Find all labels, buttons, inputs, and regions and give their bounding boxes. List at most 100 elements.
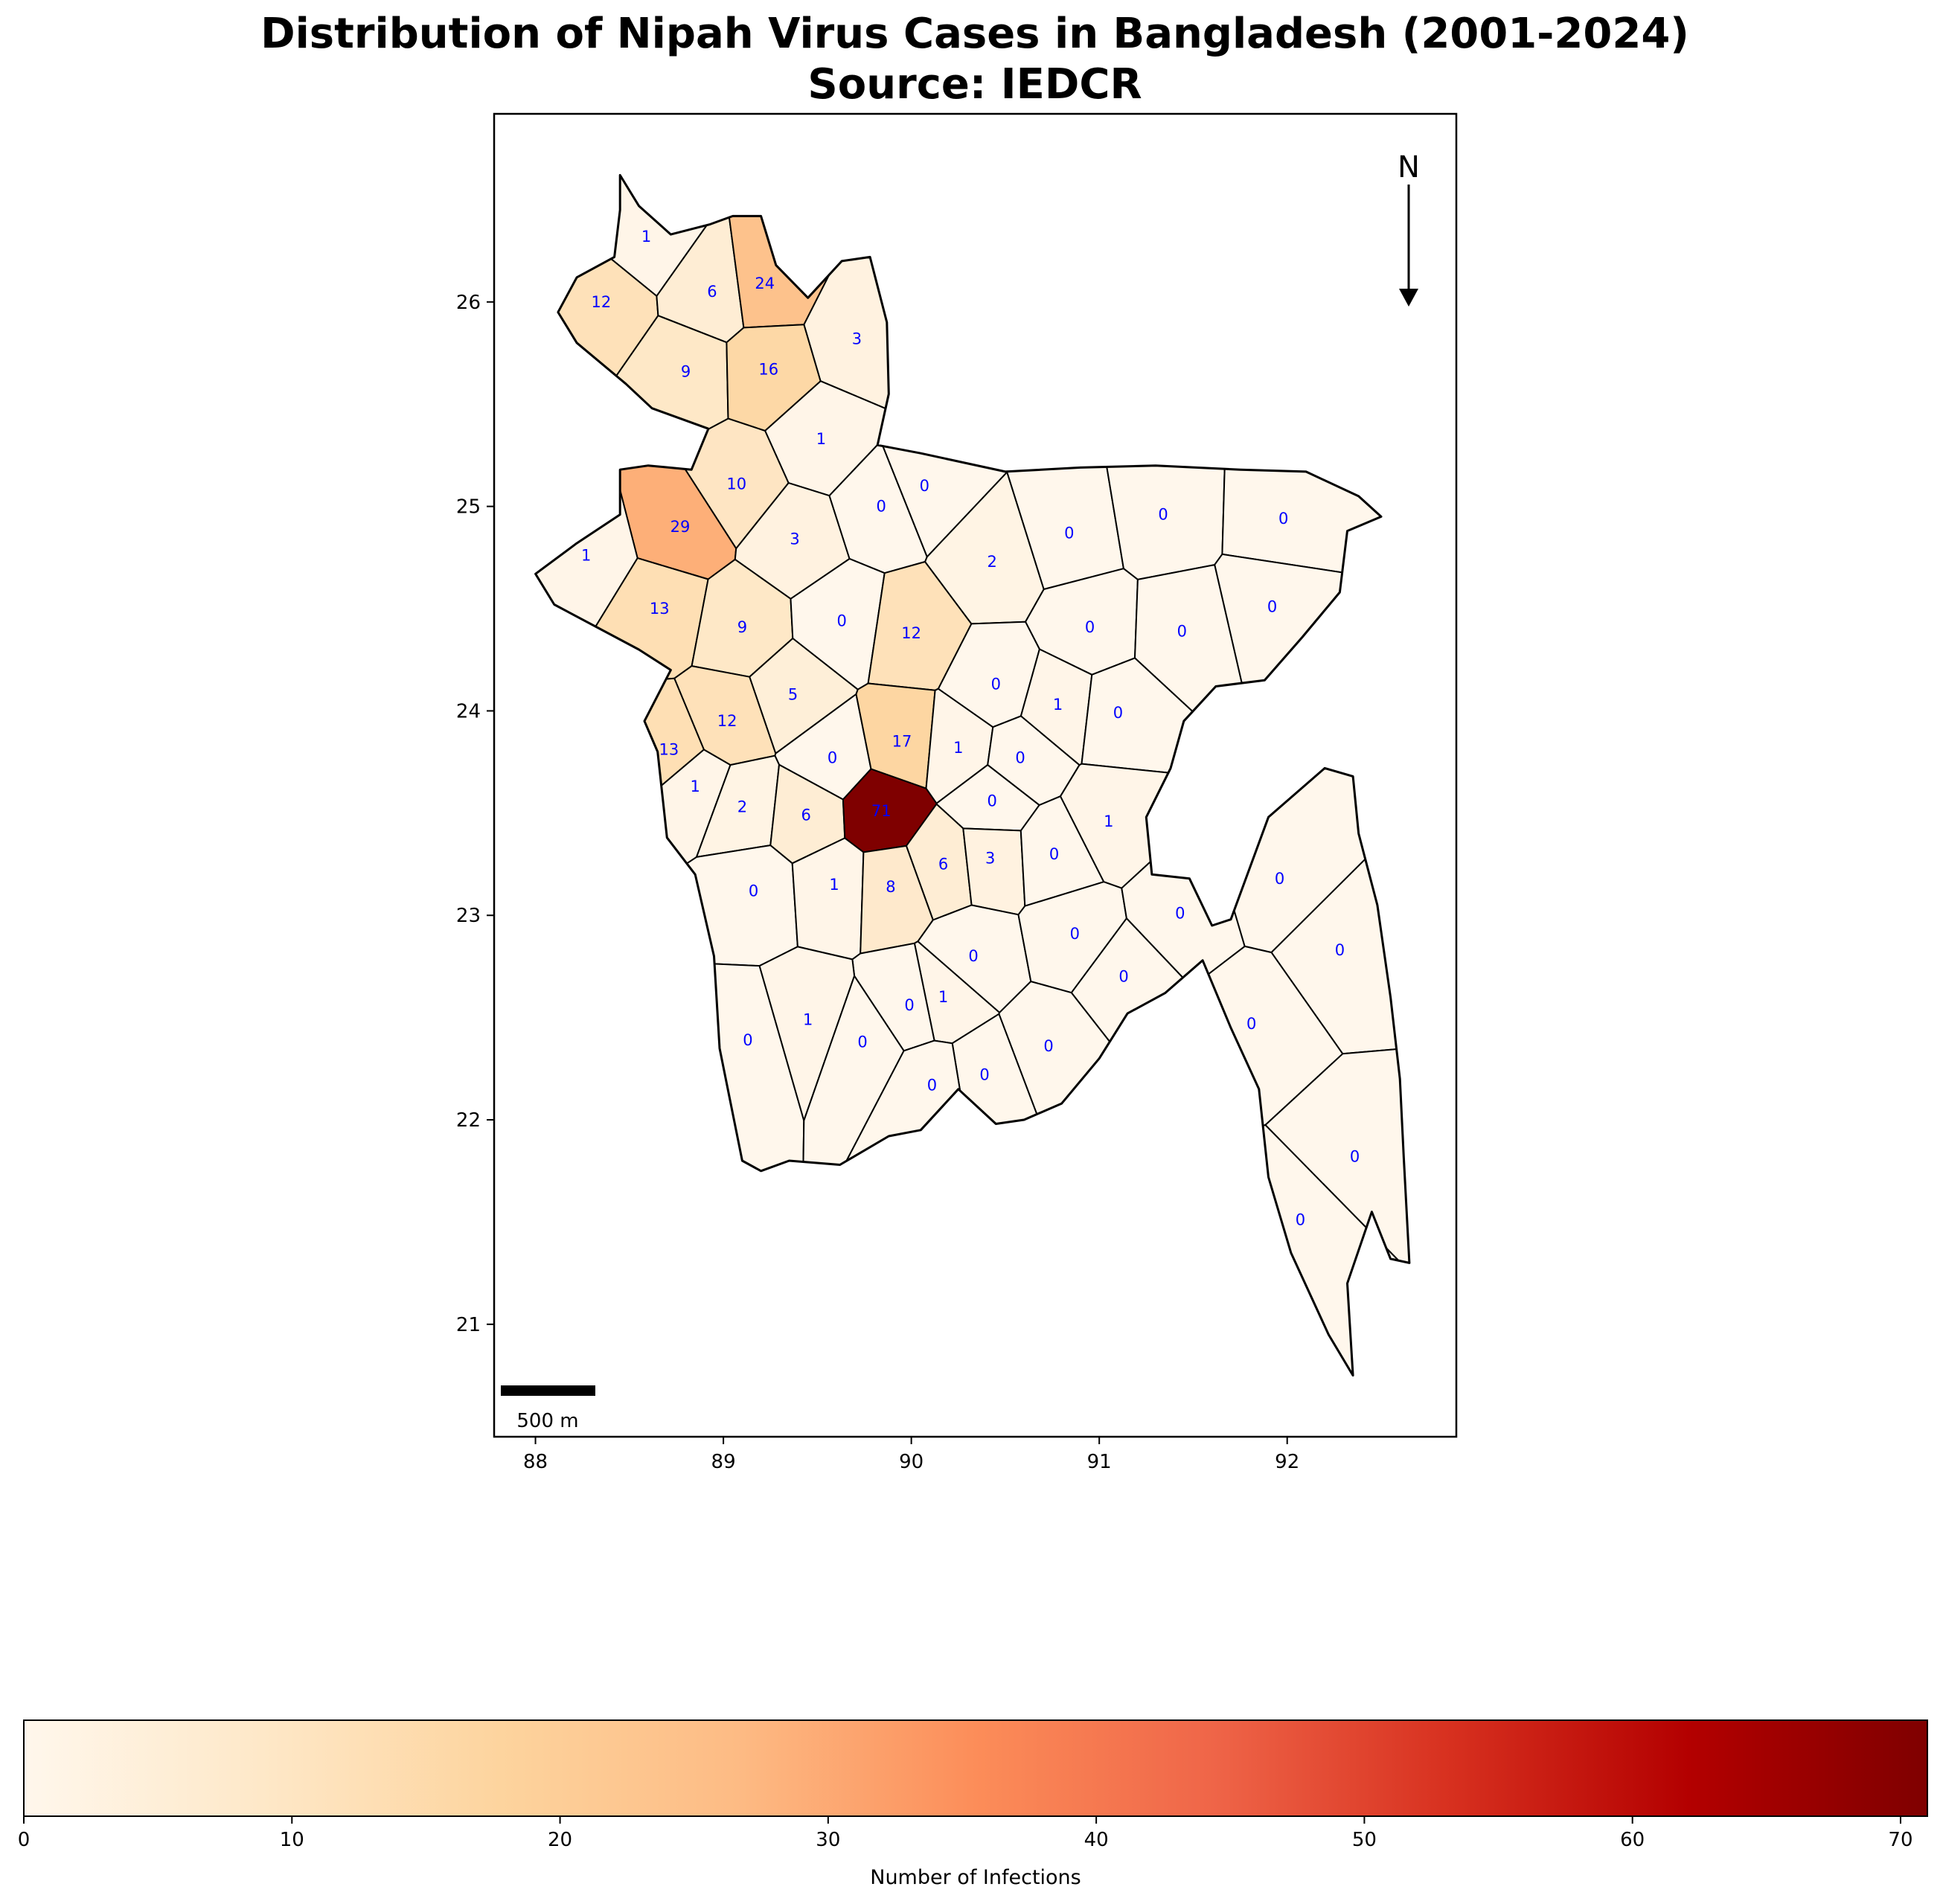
district-value-label: 3 <box>852 330 862 347</box>
district-value-label: 0 <box>1350 1148 1360 1166</box>
district-value-label: 0 <box>1177 622 1187 640</box>
district-value-label: 1 <box>581 547 591 565</box>
y-tick-label: 25 <box>456 496 481 519</box>
district-value-label: 0 <box>1246 1015 1256 1033</box>
x-tick-label: 91 <box>1087 1451 1112 1473</box>
district-value-label: 0 <box>1267 597 1277 615</box>
x-tick-label: 90 <box>899 1451 924 1473</box>
district-value-label: 0 <box>1070 925 1080 943</box>
country-outline <box>534 173 1411 1377</box>
district-value-label: 0 <box>904 996 914 1014</box>
district-value-label: 3 <box>790 531 799 548</box>
y-tick-label: 22 <box>456 1109 481 1132</box>
colorbar-tick-label: 0 <box>18 1829 31 1851</box>
district-value-label: 0 <box>857 1033 867 1051</box>
north-arrow-head-icon <box>1399 289 1418 307</box>
x-tick-label: 92 <box>1275 1451 1299 1473</box>
district-value-label: 13 <box>650 600 670 618</box>
district-region <box>962 827 1026 916</box>
colorbar-tick-label: 60 <box>1620 1829 1645 1851</box>
district-value-label: 17 <box>892 733 912 751</box>
district-value-label: 12 <box>717 712 737 730</box>
district-value-label: 2 <box>737 798 747 816</box>
colorbar-tick-label: 10 <box>280 1829 304 1851</box>
district-value-label: 5 <box>788 686 798 704</box>
north-arrow: N <box>1398 150 1420 307</box>
colorbar-ticks: 0 10 20 30 40 50 60 70 <box>18 1816 1913 1851</box>
district-value-label: 24 <box>755 275 775 292</box>
district-value-label: 0 <box>927 1076 937 1094</box>
district-value-label: 1 <box>1104 812 1113 830</box>
district-value-label: 8 <box>886 878 895 896</box>
district-value-label: 1 <box>803 1010 813 1028</box>
colorbar-label: Number of Infections <box>870 1866 1081 1889</box>
district-value-label: 16 <box>758 361 778 379</box>
district-value-label: 0 <box>1043 1037 1053 1055</box>
scale-bar: 500 m <box>501 1385 595 1432</box>
district-value-label: 1 <box>1053 696 1063 714</box>
district-value-label: 0 <box>987 792 997 810</box>
district-value-label: 6 <box>707 283 717 301</box>
district-value-label: 0 <box>1049 845 1059 863</box>
y-tick-label: 23 <box>456 905 481 927</box>
district-value-label: 0 <box>1085 618 1095 636</box>
map-title-line1: Distribution of Nipah Virus Cases in Ban… <box>260 10 1689 58</box>
y-tick-label: 26 <box>456 292 481 314</box>
colorbar-gradient <box>23 1719 1928 1817</box>
district-value-label: 0 <box>1335 941 1345 959</box>
district-value-label: 0 <box>877 498 886 516</box>
x-tick-label: 89 <box>711 1451 736 1473</box>
district-value-label: 71 <box>871 802 892 820</box>
district-value-label: 9 <box>737 618 747 636</box>
y-tick-label: 24 <box>456 700 481 722</box>
district-value-label: 0 <box>1175 905 1185 923</box>
district-value-label: 1 <box>829 876 839 894</box>
district-value-label: 0 <box>837 612 847 630</box>
x-tick-label: 88 <box>523 1451 548 1473</box>
district-value-label: 13 <box>659 741 679 759</box>
district-value-label: 0 <box>991 676 1001 693</box>
district-value-label: 0 <box>1113 704 1123 722</box>
district-value-label: 0 <box>1296 1211 1305 1229</box>
district-value-label: 10 <box>726 475 746 493</box>
district-value-label: 1 <box>641 228 651 246</box>
district-value-label: 6 <box>801 807 811 824</box>
district-value-label: 0 <box>1158 506 1168 524</box>
district-value-label: 1 <box>816 430 826 448</box>
colorbar-tick-label: 70 <box>1888 1829 1912 1851</box>
scale-bar-label: 500 m <box>516 1410 578 1432</box>
district-value-label: 0 <box>968 947 978 965</box>
district-value-label: 0 <box>1275 870 1284 888</box>
district-value-label: 0 <box>979 1066 989 1084</box>
y-tick-label: 21 <box>456 1314 481 1336</box>
district-value-label: 3 <box>985 849 995 867</box>
district-value-label: 0 <box>920 477 929 495</box>
district-value-label: 12 <box>901 624 921 642</box>
district-value-label: 0 <box>1064 524 1074 542</box>
district-value-label: 0 <box>1015 749 1025 767</box>
district-value-label: 6 <box>938 856 948 874</box>
district-value-label: 1 <box>691 778 700 795</box>
scale-bar-line <box>501 1385 595 1396</box>
district-value-label: 1 <box>938 988 948 1006</box>
district-value-label: 2 <box>987 553 997 571</box>
district-value-label: 0 <box>828 749 837 767</box>
district-value-label: 9 <box>681 362 691 380</box>
colorbar-tick-label: 50 <box>1352 1829 1377 1851</box>
colorbar: 0 10 20 30 40 50 60 70 Number of Infections <box>18 1719 1928 1889</box>
district-value-label: 0 <box>1118 968 1128 986</box>
district-value-label: 12 <box>592 293 612 311</box>
colorbar-tick-label: 20 <box>548 1829 572 1851</box>
district-value-label: 0 <box>749 882 758 900</box>
colorbar-tick-label: 40 <box>1084 1829 1109 1851</box>
map-title-line2: Source: IEDCR <box>807 60 1142 109</box>
north-arrow-label: N <box>1398 150 1420 185</box>
district-value-label: 0 <box>743 1031 752 1049</box>
district-value-label: 1 <box>953 739 963 757</box>
district-value-label: 29 <box>670 518 691 536</box>
district-value-label: 0 <box>1278 510 1288 528</box>
